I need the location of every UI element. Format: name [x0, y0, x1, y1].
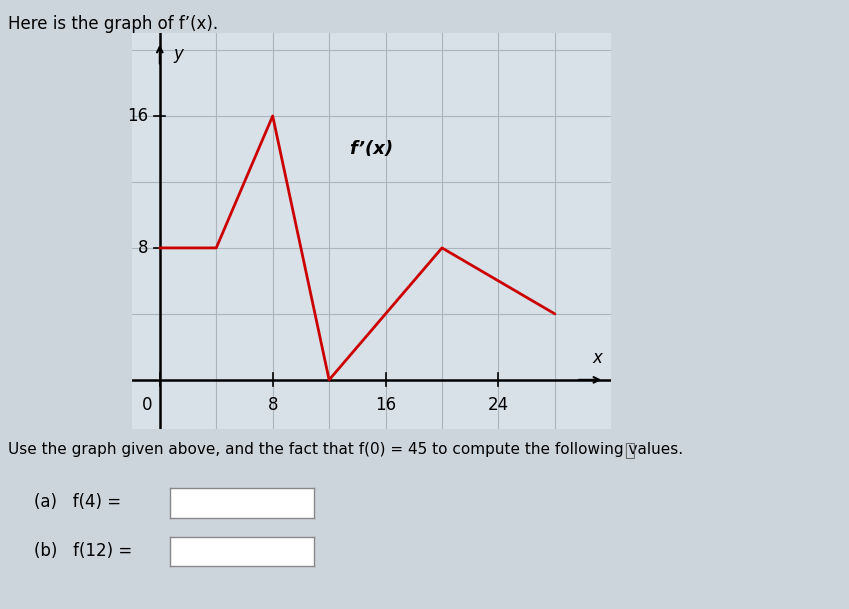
Text: x: x: [593, 349, 602, 367]
Text: 16: 16: [127, 107, 149, 125]
Text: 8: 8: [138, 239, 149, 257]
Text: (a)   f(4) =: (a) f(4) =: [34, 493, 121, 512]
Text: 24: 24: [488, 396, 509, 414]
Text: Use the graph given above, and the fact that f(0) = 45 to compute the following : Use the graph given above, and the fact …: [8, 442, 683, 457]
Text: Here is the graph of f’(x).: Here is the graph of f’(x).: [8, 15, 218, 33]
Text: (b)   f(12) =: (b) f(12) =: [34, 542, 132, 560]
Text: ⓘ: ⓘ: [624, 442, 635, 460]
Text: y: y: [174, 45, 183, 63]
Text: 0: 0: [143, 396, 153, 414]
Text: f’(x): f’(x): [350, 140, 393, 158]
Text: 8: 8: [267, 396, 278, 414]
Text: 16: 16: [375, 396, 396, 414]
